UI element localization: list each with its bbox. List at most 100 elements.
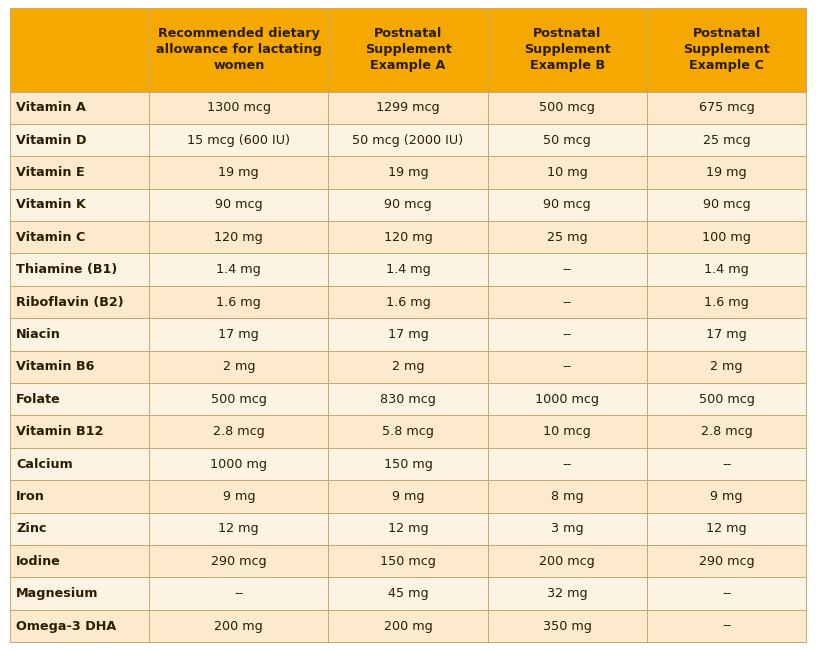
Text: --: --: [563, 458, 572, 471]
Text: 17 mg: 17 mg: [219, 328, 259, 341]
Text: 1299 mcg: 1299 mcg: [376, 101, 440, 114]
Bar: [647, 286, 806, 318]
Bar: [488, 610, 647, 642]
Text: 1.4 mg: 1.4 mg: [386, 263, 430, 276]
Bar: [10, 610, 149, 642]
Bar: [10, 156, 149, 188]
Text: 2 mg: 2 mg: [223, 360, 255, 373]
Bar: [488, 318, 647, 350]
Bar: [647, 480, 806, 513]
Text: 1000 mcg: 1000 mcg: [535, 393, 599, 406]
Text: 1300 mcg: 1300 mcg: [206, 101, 271, 114]
Bar: [488, 286, 647, 318]
Bar: [488, 188, 647, 221]
Bar: [149, 8, 328, 92]
Bar: [488, 448, 647, 480]
Bar: [647, 188, 806, 221]
Text: Iodine: Iodine: [16, 554, 61, 567]
Text: 120 mg: 120 mg: [384, 231, 432, 244]
Bar: [10, 350, 149, 383]
Text: 45 mg: 45 mg: [388, 587, 428, 600]
Text: 10 mcg: 10 mcg: [543, 425, 591, 438]
Bar: [488, 480, 647, 513]
Bar: [328, 124, 488, 156]
Bar: [149, 577, 328, 610]
Text: --: --: [563, 296, 572, 309]
Text: 9 mg: 9 mg: [223, 490, 255, 503]
Bar: [328, 513, 488, 545]
Bar: [328, 610, 488, 642]
Bar: [10, 448, 149, 480]
Bar: [149, 318, 328, 350]
Bar: [10, 415, 149, 448]
Bar: [647, 577, 806, 610]
Text: 90 mcg: 90 mcg: [543, 198, 591, 211]
Text: 2.8 mcg: 2.8 mcg: [213, 425, 264, 438]
Text: 32 mg: 32 mg: [547, 587, 588, 600]
Text: Vitamin K: Vitamin K: [16, 198, 86, 211]
Bar: [328, 221, 488, 254]
Text: Vitamin C: Vitamin C: [16, 231, 86, 244]
Bar: [149, 286, 328, 318]
Bar: [647, 610, 806, 642]
Text: Recommended dietary
allowance for lactating
women: Recommended dietary allowance for lactat…: [156, 27, 322, 72]
Bar: [10, 577, 149, 610]
Text: --: --: [563, 328, 572, 341]
Text: 500 mcg: 500 mcg: [698, 393, 755, 406]
Bar: [647, 124, 806, 156]
Bar: [647, 350, 806, 383]
Bar: [149, 610, 328, 642]
Bar: [10, 383, 149, 415]
Text: 12 mg: 12 mg: [707, 523, 747, 536]
Bar: [149, 221, 328, 254]
Bar: [328, 383, 488, 415]
Bar: [488, 513, 647, 545]
Bar: [488, 156, 647, 188]
Text: --: --: [722, 587, 731, 600]
Bar: [10, 254, 149, 286]
Text: Vitamin E: Vitamin E: [16, 166, 85, 179]
Text: 2 mg: 2 mg: [392, 360, 424, 373]
Text: 2 mg: 2 mg: [710, 360, 743, 373]
Text: 5.8 mcg: 5.8 mcg: [382, 425, 434, 438]
Text: Omega-3 DHA: Omega-3 DHA: [16, 619, 117, 632]
Bar: [149, 448, 328, 480]
Text: 3 mg: 3 mg: [551, 523, 583, 536]
Bar: [488, 415, 647, 448]
Text: 90 mcg: 90 mcg: [215, 198, 263, 211]
Bar: [10, 286, 149, 318]
Text: Calcium: Calcium: [16, 458, 73, 471]
Bar: [328, 448, 488, 480]
Text: 200 mg: 200 mg: [215, 619, 263, 632]
Bar: [328, 92, 488, 124]
Text: 8 mg: 8 mg: [551, 490, 583, 503]
Text: 200 mg: 200 mg: [384, 619, 432, 632]
Text: 25 mg: 25 mg: [547, 231, 588, 244]
Text: Iron: Iron: [16, 490, 45, 503]
Text: 120 mg: 120 mg: [215, 231, 263, 244]
Bar: [647, 448, 806, 480]
Bar: [488, 350, 647, 383]
Bar: [10, 480, 149, 513]
Bar: [149, 254, 328, 286]
Text: --: --: [563, 263, 572, 276]
Text: 200 mcg: 200 mcg: [539, 554, 595, 567]
Bar: [328, 286, 488, 318]
Text: 17 mg: 17 mg: [388, 328, 428, 341]
Bar: [149, 156, 328, 188]
Text: Zinc: Zinc: [16, 523, 47, 536]
Bar: [647, 8, 806, 92]
Text: 90 mcg: 90 mcg: [703, 198, 751, 211]
Text: 15 mcg (600 IU): 15 mcg (600 IU): [187, 134, 290, 147]
Text: 500 mcg: 500 mcg: [211, 393, 267, 406]
Bar: [647, 415, 806, 448]
Bar: [647, 318, 806, 350]
Text: 1000 mg: 1000 mg: [211, 458, 268, 471]
Bar: [10, 513, 149, 545]
Text: 10 mg: 10 mg: [547, 166, 588, 179]
Bar: [488, 545, 647, 577]
Text: 17 mg: 17 mg: [706, 328, 747, 341]
Bar: [328, 415, 488, 448]
Text: Vitamin B12: Vitamin B12: [16, 425, 104, 438]
Bar: [149, 124, 328, 156]
